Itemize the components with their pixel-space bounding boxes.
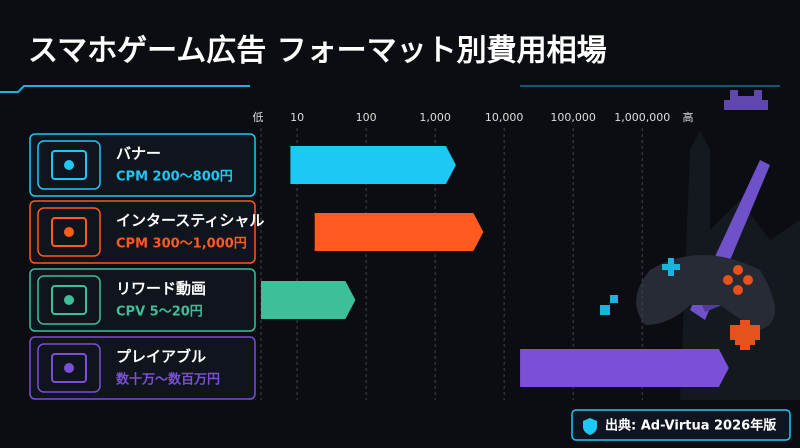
range-bar [314, 213, 484, 251]
format-icon-dot [64, 363, 74, 373]
format-detail: CPM 300〜1,000円 [116, 237, 247, 252]
chart-title: スマホゲーム広告 フォーマット別費用相場 [28, 34, 607, 69]
format-name: プレイアブル [116, 348, 206, 366]
format-icon [37, 207, 101, 257]
format-card [29, 133, 256, 197]
format-icon-inner [51, 150, 87, 180]
format-icon [37, 343, 101, 393]
format-name: バナー [116, 145, 161, 163]
format-icon-dot [64, 160, 74, 170]
source-box: 出典: Ad-Virtua 2026年版 [571, 409, 791, 441]
format-icon-inner [51, 217, 87, 247]
range-bar [261, 281, 356, 319]
x-tick-label: 1,000 [419, 111, 451, 124]
source: 出典: Ad-Virtua 2026年版 [605, 418, 776, 434]
x-tick-label: 1,000,000 [614, 111, 670, 124]
format-card [29, 200, 256, 264]
x-tick-label: 10,000 [485, 111, 524, 124]
x-tick-label: 100,000 [550, 111, 596, 124]
axis-low-label: 低 [253, 111, 264, 124]
format-icon-inner [51, 353, 87, 383]
format-icon-dot [64, 295, 74, 305]
format-name: リワード動画 [116, 280, 206, 298]
x-tick-label: 10 [290, 111, 304, 124]
format-detail: CPM 200〜800円 [116, 170, 233, 185]
axis-high-label: 高 [683, 110, 694, 124]
format-card [29, 268, 256, 332]
format-name: インタースティシャル [116, 212, 264, 230]
format-icon [37, 140, 101, 190]
range-bar [290, 146, 456, 184]
format-detail: 数十万〜数百万円 [116, 372, 220, 388]
format-card [29, 336, 256, 400]
range-bar [520, 349, 729, 387]
decoration [0, 85, 800, 400]
format-detail: CPV 5〜20円 [116, 305, 203, 320]
format-icon [37, 275, 101, 325]
x-tick-label: 100 [356, 111, 377, 124]
format-icon-inner [51, 285, 87, 315]
format-icon-dot [64, 227, 74, 237]
